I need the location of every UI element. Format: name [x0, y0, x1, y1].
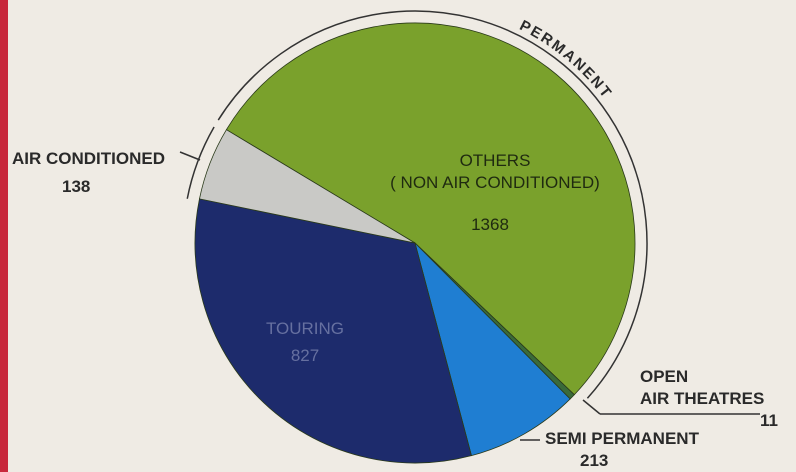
pie-slice	[414, 241, 571, 457]
bracket-arc	[186, 126, 215, 199]
slice-label: OPEN AIR THEATRES	[640, 367, 765, 408]
slice-label: SEMI PERMANENT	[545, 429, 699, 448]
bracket-arc	[217, 10, 648, 399]
value-label: 138	[62, 177, 91, 196]
value-label: 827	[290, 346, 320, 365]
leader-line	[582, 399, 601, 415]
pie-slice	[225, 22, 636, 396]
slice-label: TOURING	[265, 319, 345, 338]
pie-slice	[194, 198, 472, 464]
value-label: 213	[580, 451, 609, 470]
value-label: 1368	[471, 215, 509, 234]
slice-label: OTHERS ( NON AIR CONDITIONED)	[390, 151, 600, 192]
edge-strip	[0, 0, 8, 472]
value-label: 11	[760, 411, 778, 430]
leader-line	[179, 151, 201, 161]
pie-slice	[198, 129, 416, 244]
slice-label: AIR CONDITIONED	[12, 149, 165, 168]
